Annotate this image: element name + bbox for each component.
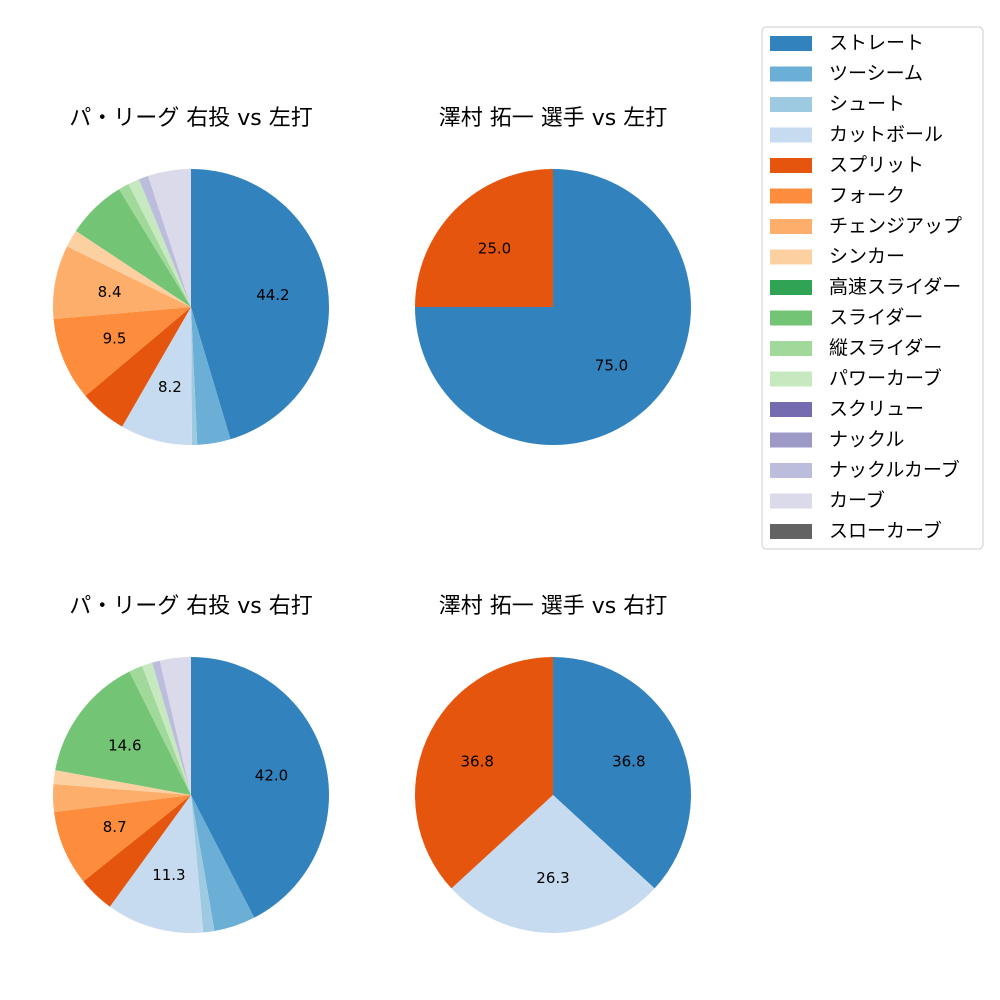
legend-swatch (770, 524, 812, 539)
data-label: 14.6 (108, 736, 141, 754)
legend-swatch (770, 402, 812, 417)
legend-label: カーブ (829, 489, 885, 512)
legend-swatch (770, 249, 812, 265)
pie-slice-15 (159, 657, 191, 795)
pie-chart-player-vs-right: 澤村 拓一 選手 vs 右打 36.8 26.3 36.8 (415, 594, 691, 933)
legend-swatch (770, 493, 812, 509)
legend-swatch (770, 36, 812, 51)
pie-chart-league-vs-left: パ・リーグ 右投 vs 左打 44.2 8.2 9.5 8.4 (52, 106, 330, 446)
legend-label: スプリット (829, 154, 924, 176)
legend-items: ストレートツーシームシュートカットボールスプリットフォークチェンジアップシンカー… (770, 32, 962, 542)
legend-label: フォーク (829, 185, 905, 207)
pie-slice-7 (53, 770, 192, 795)
pie-slice-1 (451, 795, 655, 933)
pie-slice-9 (75, 189, 191, 307)
data-label: 25.0 (478, 240, 511, 258)
chart-title: パ・リーグ 右投 vs 右打 (69, 594, 312, 619)
pie-slice-10 (129, 665, 191, 795)
legend-swatch (770, 219, 812, 234)
legend-label: カットボール (829, 124, 943, 146)
pie-slice-0 (553, 657, 691, 889)
pie-slice-4 (85, 307, 191, 427)
legend-label: ナックル (829, 429, 904, 451)
pie-slice-1 (191, 307, 231, 445)
legend-label: スライダー (829, 307, 923, 329)
pie-slice-3 (109, 795, 204, 934)
pie-slice-3 (122, 307, 192, 446)
legend-swatch (770, 341, 812, 356)
pie-wedges: 42.0 11.3 8.7 14.6 (52, 656, 330, 934)
pie-slice-7 (67, 230, 191, 307)
pie-slice-11 (142, 662, 191, 795)
legend-frame (761, 26, 984, 550)
pie-slice-2 (191, 307, 198, 445)
legend-swatch (770, 432, 812, 448)
chart-title: 澤村 拓一 選手 vs 左打 (439, 106, 667, 131)
legend-swatch (770, 127, 812, 143)
legend-label: ナックルカーブ (829, 458, 960, 481)
data-label: 8.2 (158, 378, 182, 396)
pie-slice-1 (191, 795, 255, 931)
legend-label: ツーシーム (829, 63, 923, 85)
legend-swatch (770, 371, 812, 387)
legend-label: シュート (829, 93, 905, 115)
pie-slice-0 (191, 169, 330, 440)
pie-slice-5 (53, 307, 191, 396)
data-label: 26.3 (536, 869, 569, 887)
data-label: 36.8 (612, 753, 645, 771)
pie-chart-league-vs-right: パ・リーグ 右投 vs 右打 42.0 11.3 8.7 14.6 (52, 594, 330, 934)
pie-slice-14 (152, 660, 191, 795)
pie-slice-1 (415, 169, 553, 307)
pie-slice-5 (54, 795, 192, 882)
pie-slice-6 (52, 246, 192, 319)
legend-swatch (770, 66, 812, 82)
pie-wedges: 44.2 8.2 9.5 8.4 (52, 169, 330, 446)
pie-slice-9 (55, 671, 191, 795)
legend-swatch (770, 188, 812, 204)
pie-slice-14 (138, 175, 191, 307)
pie-slice-15 (148, 169, 191, 307)
legend: ストレートツーシームシュートカットボールスプリットフォークチェンジアップシンカー… (761, 26, 984, 550)
pie-wedges: 36.8 26.3 36.8 (415, 657, 691, 933)
data-label: 11.3 (152, 866, 185, 884)
pie-slice-6 (52, 784, 192, 813)
data-label: 8.7 (103, 818, 127, 836)
chart-title: 澤村 拓一 選手 vs 右打 (439, 594, 667, 619)
legend-label: 高速スライダー (829, 276, 961, 298)
data-label: 75.0 (595, 357, 628, 375)
legend-swatch (770, 310, 812, 326)
legend-label: 縦スライダー (829, 337, 942, 359)
data-label: 36.8 (460, 753, 493, 771)
legend-label: チェンジアップ (829, 215, 962, 237)
legend-label: スローカーブ (829, 519, 942, 542)
pie-slice-11 (128, 179, 191, 307)
legend-label: ストレート (829, 32, 924, 54)
legend-swatch (770, 463, 812, 478)
pie-slice-0 (191, 656, 330, 918)
pie-slice-2 (415, 657, 553, 889)
legend-label: スクリュー (829, 398, 924, 420)
legend-swatch (770, 158, 812, 173)
data-label: 44.2 (256, 286, 289, 304)
legend-swatch (770, 97, 812, 112)
legend-label: シンカー (829, 246, 905, 268)
data-label: 9.5 (103, 330, 127, 348)
pie-wedges: 75.0 25.0 (415, 169, 691, 445)
legend-swatch (770, 280, 812, 295)
pie-slice-2 (191, 795, 215, 933)
pie-slice-10 (119, 184, 191, 307)
data-label: 8.4 (98, 283, 122, 301)
chart-title: パ・リーグ 右投 vs 左打 (69, 106, 312, 131)
pie-chart-player-vs-left: 澤村 拓一 選手 vs 左打 75.0 25.0 (415, 106, 691, 445)
legend-label: パワーカーブ (829, 367, 942, 390)
data-label: 42.0 (255, 767, 288, 785)
pie-slice-4 (83, 795, 191, 907)
